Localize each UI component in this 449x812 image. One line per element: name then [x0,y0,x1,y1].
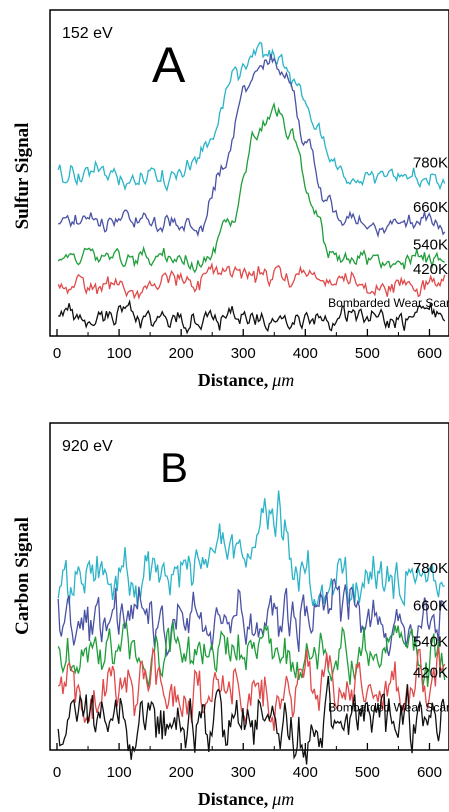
x-tick-label: 500 [355,764,380,781]
x-tick-label: 500 [355,345,380,362]
series-line-420k [57,646,446,731]
panel-a-series-group: 780K 660K 540K 420K Bombarded Wear Scar [57,41,449,335]
series-line-bombarded-wear-scar [57,675,446,765]
series-line-780k [57,41,446,193]
panel-b-series-group: 780K 660K 540K 420K Bombarded Wear Scar [57,490,449,765]
x-tick-label: 0 [53,764,61,781]
series-label: Bombarded Wear Scar [328,296,449,310]
series-line-660k [58,53,446,239]
panel-a: Sulfur Signal 152 eV A 780K 660K 540K 420K B… [12,9,449,390]
panel-b-ylabel: Carbon Signal [12,517,33,635]
series-label: 420K [413,261,448,278]
x-tick-label: 100 [107,345,132,362]
series-line-780k [57,490,445,609]
series-label: 540K [413,633,448,650]
series-line-540k [57,101,445,274]
series-label: 540K [413,237,448,254]
x-tick-label: 300 [231,345,256,362]
panel-b-x-ticks: 0 100 200 300 400 500 600 [53,743,442,781]
series-line-bombarded-wear-scar [58,299,446,335]
panel-a-x-ticks: 0 100 200 300 400 500 600 [53,329,442,362]
x-tick-label: 0 [53,345,61,362]
panel-b-plot-frame [49,422,449,751]
series-label: 780K [413,155,448,172]
x-tick-label: 400 [293,345,318,362]
series-line-660k [57,578,446,658]
panel-b-xlabel: Distance, μm [198,789,295,809]
series-line-420k [57,261,446,300]
panel-b: Carbon Signal 920 eV B 780K 660K 540K 420K B… [12,422,449,809]
series-label: 660K [413,199,448,216]
panel-a-xlabel: Distance, μm [198,370,295,390]
x-tick-label: 600 [417,764,442,781]
panel-b-letter: B [160,444,188,491]
panel-a-energy-label: 152 eV [62,25,113,42]
panel-a-letter: A [152,37,186,93]
x-tick-label: 200 [169,764,194,781]
x-tick-label: 200 [169,345,194,362]
x-tick-label: 300 [231,764,256,781]
x-tick-label: 400 [293,764,318,781]
series-label: 420K [413,664,448,681]
x-tick-label: 600 [417,345,442,362]
series-label: 660K [413,598,448,615]
x-tick-label: 100 [107,764,132,781]
panel-a-ylabel: Sulfur Signal [12,123,33,230]
series-label: Bombarded Wear Scar [328,701,449,715]
series-label: 780K [413,560,448,577]
panel-b-energy-label: 920 eV [62,438,113,455]
panel-a-plot-frame [49,9,449,337]
series-line-540k [57,621,446,687]
